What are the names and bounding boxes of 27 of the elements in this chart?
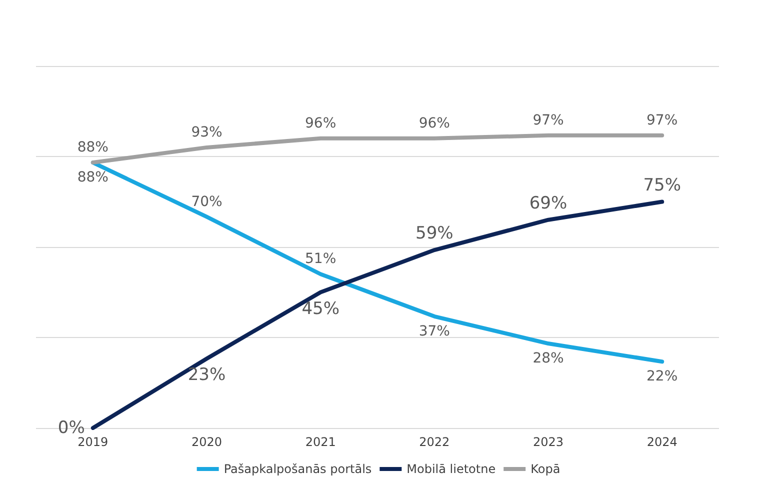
data-label: 97% [646, 112, 678, 128]
x-tick-label: 2019 [78, 435, 108, 449]
x-tick-label: 2023 [532, 435, 564, 449]
x-tick-label: 2020 [191, 435, 222, 449]
data-label: 93% [191, 124, 222, 140]
legend-label: Mobilā lietotne [406, 462, 496, 476]
data-label: 22% [646, 368, 678, 385]
data-label: 28% [532, 350, 564, 367]
x-tick-label: 2022 [419, 435, 450, 449]
data-label: 75% [643, 175, 681, 196]
x-tick-label: 2021 [305, 435, 336, 449]
legend-label: Kopā [530, 462, 560, 476]
data-label: 88% [77, 170, 108, 186]
data-label: 96% [305, 115, 336, 132]
data-label: 37% [418, 323, 450, 340]
data-label: 51% [305, 251, 336, 268]
data-label: 70% [191, 194, 222, 210]
data-label: 45% [302, 298, 340, 319]
data-label: 88% [77, 140, 108, 156]
x-tick-label: 2024 [646, 435, 678, 449]
data-label: 23% [188, 365, 226, 386]
data-label: 59% [416, 224, 454, 244]
data-label: 96% [418, 115, 450, 132]
data-label: 69% [529, 193, 568, 214]
legend-label: Pašapkalpošanās portāls [224, 462, 372, 476]
data-label: 97% [532, 112, 564, 128]
data-label: 0% [58, 418, 85, 438]
